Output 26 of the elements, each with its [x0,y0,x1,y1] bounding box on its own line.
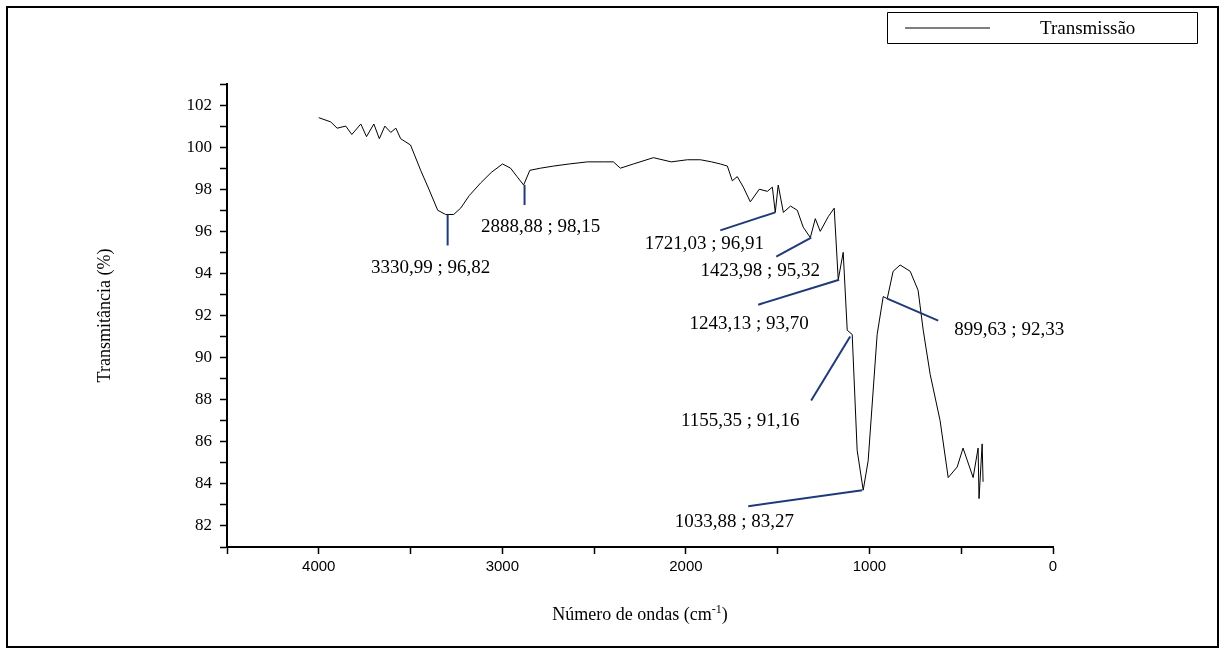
annotation: 1423,98 ; 95,32 [700,258,820,280]
annotation: 899,63 ; 92,33 [954,317,1065,339]
x-tick-label: 3000 [485,557,520,575]
x-tick-label: 0 [1048,557,1058,575]
x-tick-label: 4000 [302,557,336,575]
annotation: 2888,88 ; 98,15 [480,215,601,237]
y-tick-label: 90 [195,347,212,367]
y-tick-label: 98 [195,178,212,198]
x-tick-label: 2000 [669,557,703,575]
y-tick-label: 84 [195,473,213,493]
y-tick-label: 96 [195,220,212,240]
annotation: 1721,03 ; 96,91 [644,232,764,254]
y-tick-label: 100 [186,136,212,156]
annotation: 1243,13 ; 93,70 [689,311,809,333]
y-tick-label: 88 [195,389,212,409]
y-tick-label: 92 [195,304,212,324]
y-tick-label: 102 [186,94,212,114]
x-tick-label: 1000 [852,557,887,575]
annotation: 1155,35 ; 91,16 [680,408,800,430]
text: Transmissão [1040,17,1136,38]
annotation: 3330,99 ; 96,82 [370,256,491,278]
y-tick-label: 86 [195,431,212,451]
y-tick-label: 82 [195,515,212,535]
annotation: 1033,88 ; 83,27 [674,510,794,532]
y-axis-title: Transmitância (%) [94,248,115,383]
y-tick-label: 94 [195,262,213,282]
